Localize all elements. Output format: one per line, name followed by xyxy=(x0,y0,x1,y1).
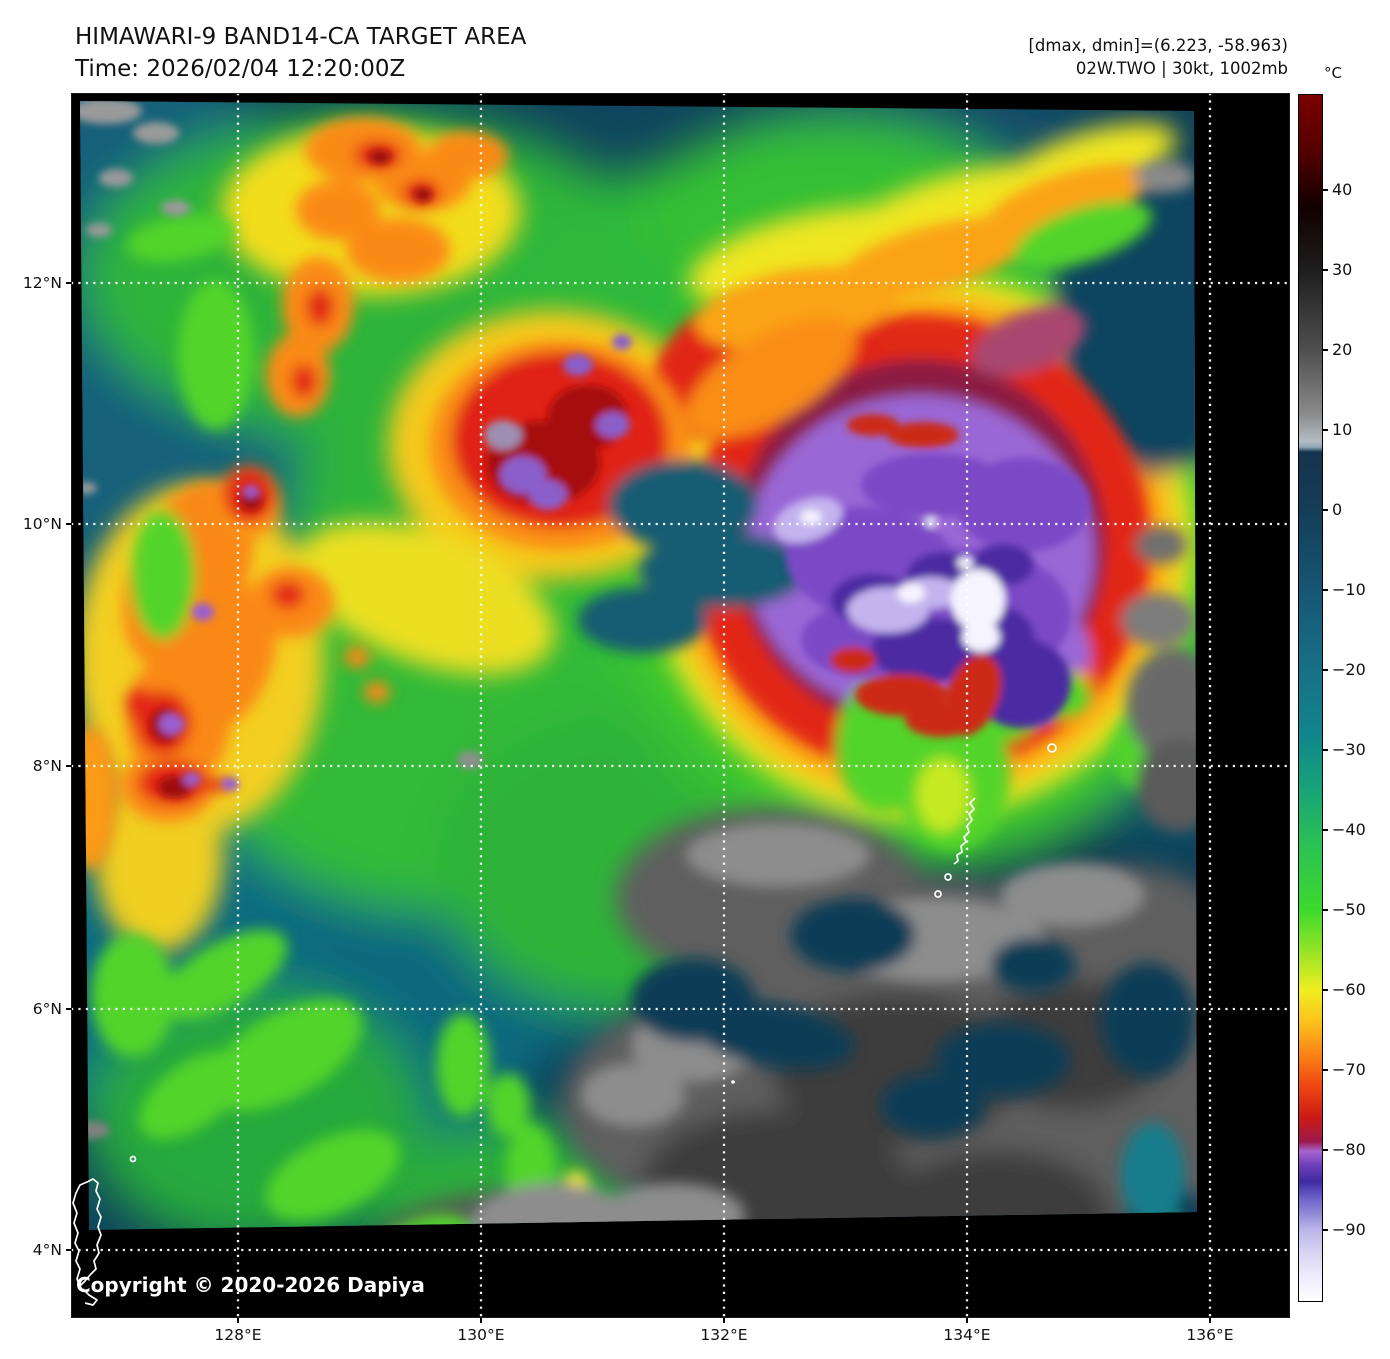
colorbar-tick-mark xyxy=(1323,989,1328,991)
colorbar-tick-label: 20 xyxy=(1332,340,1353,359)
colorbar-unit-label: °C xyxy=(1324,64,1342,82)
colorbar-tick-mark xyxy=(1323,269,1328,271)
x-axis-tick-label: 132°E xyxy=(700,1326,748,1344)
y-axis-tick-label: 6°N xyxy=(32,1000,62,1018)
colorbar-tick-mark xyxy=(1323,1069,1328,1071)
satellite-imagery xyxy=(80,101,1197,1230)
y-axis-tick-label: 8°N xyxy=(32,757,62,775)
colorbar-tick-mark xyxy=(1323,1149,1328,1151)
colorbar-tick-mark xyxy=(1323,349,1328,351)
satellite-map-plot xyxy=(71,93,1290,1318)
y-axis-tick-label: 12°N xyxy=(22,274,62,292)
colorbar-tick-label: −10 xyxy=(1332,580,1366,599)
x-axis-tick-mark xyxy=(723,1318,725,1323)
colorbar-tick-mark xyxy=(1323,429,1328,431)
colorbar-tick-label: −40 xyxy=(1332,820,1366,839)
x-axis-tick-label: 136°E xyxy=(1186,1326,1234,1344)
colorbar-tick-mark xyxy=(1323,589,1328,591)
colorbar-tick-mark xyxy=(1323,189,1328,191)
x-axis-tick-mark xyxy=(1209,1318,1211,1323)
y-axis-tick-label: 4°N xyxy=(32,1241,62,1259)
colorbar-tick-mark xyxy=(1323,509,1328,511)
colorbar-tick-mark xyxy=(1323,829,1328,831)
x-axis-tick-label: 134°E xyxy=(943,1326,991,1344)
y-axis-tick-mark xyxy=(66,1249,71,1251)
time-subtitle: Time: 2026/02/04 12:20:00Z xyxy=(75,56,406,82)
copyright-label: Copyright © 2020-2026 Dapiya xyxy=(76,1273,425,1297)
y-axis-tick-mark xyxy=(66,523,71,525)
colorbar-tick-label: 40 xyxy=(1332,180,1353,199)
colorbar-tick-mark xyxy=(1323,909,1328,911)
y-axis-tick-label: 10°N xyxy=(22,515,62,533)
storm-info-readout: 02W.TWO | 30kt, 1002mb xyxy=(1075,59,1288,78)
x-axis-tick-mark xyxy=(480,1318,482,1323)
colorbar-tick-label: −20 xyxy=(1332,660,1366,679)
colorbar-tick-label: −80 xyxy=(1332,1140,1366,1159)
y-axis-tick-mark xyxy=(66,765,71,767)
colorbar-gradient xyxy=(1298,94,1323,1302)
coastlines xyxy=(72,743,1057,1306)
x-axis-tick-label: 128°E xyxy=(214,1326,262,1344)
colorbar-tick-mark xyxy=(1323,669,1328,671)
axes-border xyxy=(71,93,1290,1318)
colorbar-tick-label: 0 xyxy=(1332,500,1343,519)
colorbar-tick-label: −90 xyxy=(1332,1220,1366,1239)
colorbar-tick-label: −50 xyxy=(1332,900,1366,919)
x-axis-tick-mark xyxy=(237,1318,239,1323)
x-axis-tick-mark xyxy=(966,1318,968,1323)
colorbar-tick-label: 10 xyxy=(1332,420,1353,439)
x-axis-tick-label: 130°E xyxy=(457,1326,505,1344)
colorbar-tick-label: −60 xyxy=(1332,980,1366,999)
colorbar-tick-label: −30 xyxy=(1332,740,1366,759)
colorbar-tick-mark xyxy=(1323,749,1328,751)
y-axis-tick-mark xyxy=(66,1008,71,1010)
colorbar-tick-label: −70 xyxy=(1332,1060,1366,1079)
colorbar-tick-mark xyxy=(1323,1229,1328,1231)
colorbar-tick-label: 30 xyxy=(1332,260,1353,279)
dmax-dmin-readout: [dmax, dmin]=(6.223, -58.963) xyxy=(1028,36,1289,55)
y-axis-tick-mark xyxy=(66,282,71,284)
page-title: HIMAWARI-9 BAND14-CA TARGET AREA xyxy=(75,24,527,50)
latlon-gridlines xyxy=(71,93,1290,1318)
